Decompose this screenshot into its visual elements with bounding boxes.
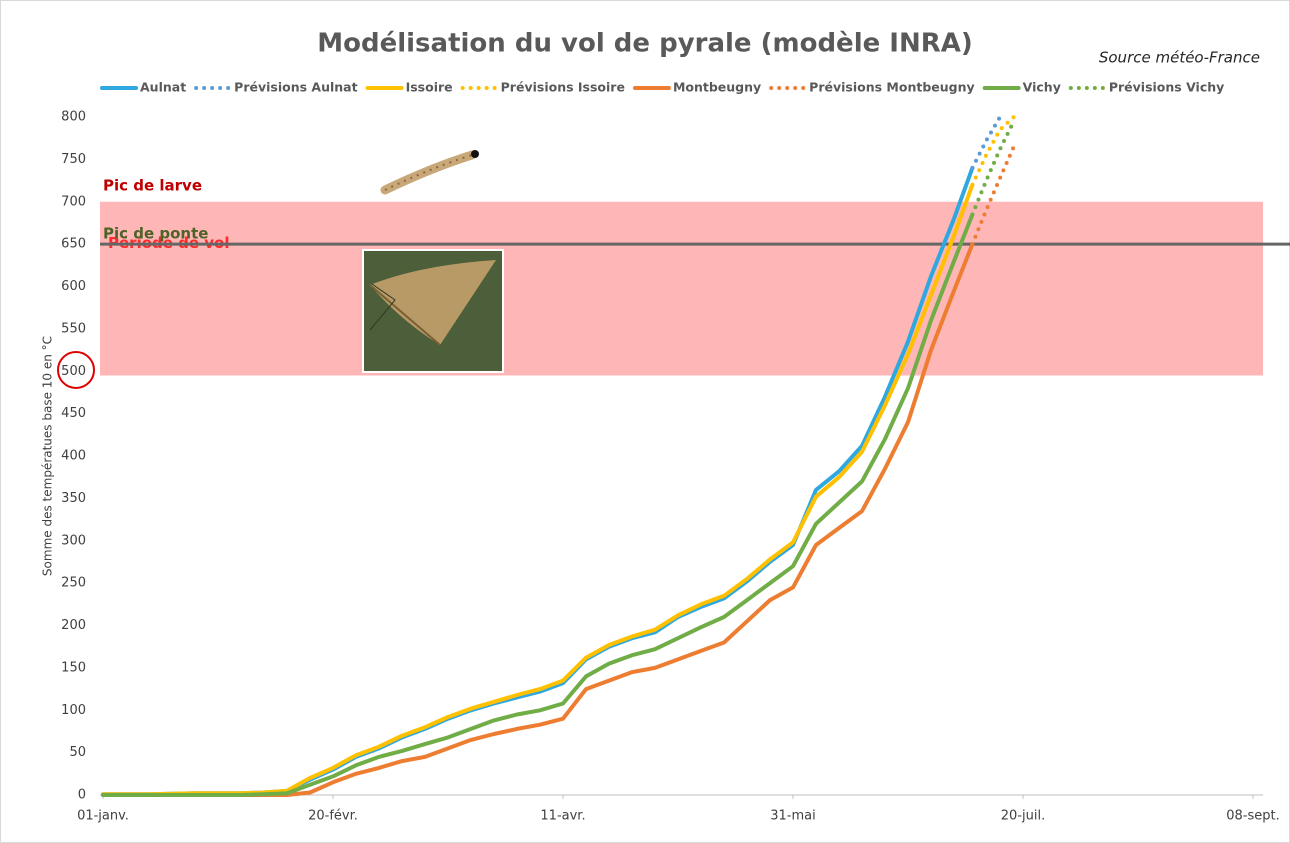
x-tick-label: 31-mai	[770, 809, 815, 824]
reference-label: Pic de ponte	[103, 225, 208, 243]
chart: Modélisation du vol de pyrale (modèle IN…	[0, 0, 1290, 843]
x-tick-label: 20-févr.	[308, 809, 358, 824]
y-tick-label: 700	[61, 194, 86, 209]
plot-background	[100, 202, 1263, 376]
y-tick-label: 350	[61, 491, 86, 506]
y-tick-label: 100	[61, 703, 86, 718]
x-tick-label: 01-janv.	[77, 809, 129, 824]
x-tick-label: 08-sept.	[1226, 809, 1280, 824]
y-tick-label: 500	[61, 364, 86, 379]
band	[100, 202, 1263, 376]
chart-frame	[1, 1, 1290, 843]
y-axis-label: Somme des températues base 10 en °C	[41, 336, 55, 576]
legend-label: Montbeugny	[673, 80, 761, 95]
legend-label: Vichy	[1023, 80, 1061, 95]
y-tick-label: 150	[61, 660, 86, 675]
legend-label: Prévisions Aulnat	[234, 80, 357, 95]
y-tick-label: 800	[61, 110, 86, 125]
moth-image	[363, 250, 503, 372]
legend-label: Prévisions Issoire	[501, 80, 625, 95]
y-tick-label: 0	[78, 788, 86, 803]
y-tick-label: 250	[61, 576, 86, 591]
legend-label: Prévisions Montbeugny	[809, 80, 974, 95]
band-top-label: Pic de larve	[103, 176, 202, 194]
y-tick-label: 750	[61, 152, 86, 167]
y-tick-label: 200	[61, 618, 86, 633]
y-tick-label: 600	[61, 279, 86, 294]
chart-subtitle: Source météo-France	[1099, 49, 1260, 67]
y-tick-label: 550	[61, 321, 86, 336]
chart-title: Modélisation du vol de pyrale (modèle IN…	[317, 29, 973, 59]
legend-label: Aulnat	[140, 80, 186, 95]
y-tick-label: 50	[69, 745, 86, 760]
y-tick-label: 650	[61, 237, 86, 252]
legend-label: Prévisions Vichy	[1109, 80, 1224, 95]
y-tick-label: 400	[61, 449, 86, 464]
x-tick-label: 11-avr.	[540, 809, 585, 824]
legend-label: Issoire	[406, 80, 453, 95]
y-tick-label: 450	[61, 406, 86, 421]
x-tick-label: 20-juil.	[1001, 809, 1045, 824]
y-tick-label: 300	[61, 533, 86, 548]
